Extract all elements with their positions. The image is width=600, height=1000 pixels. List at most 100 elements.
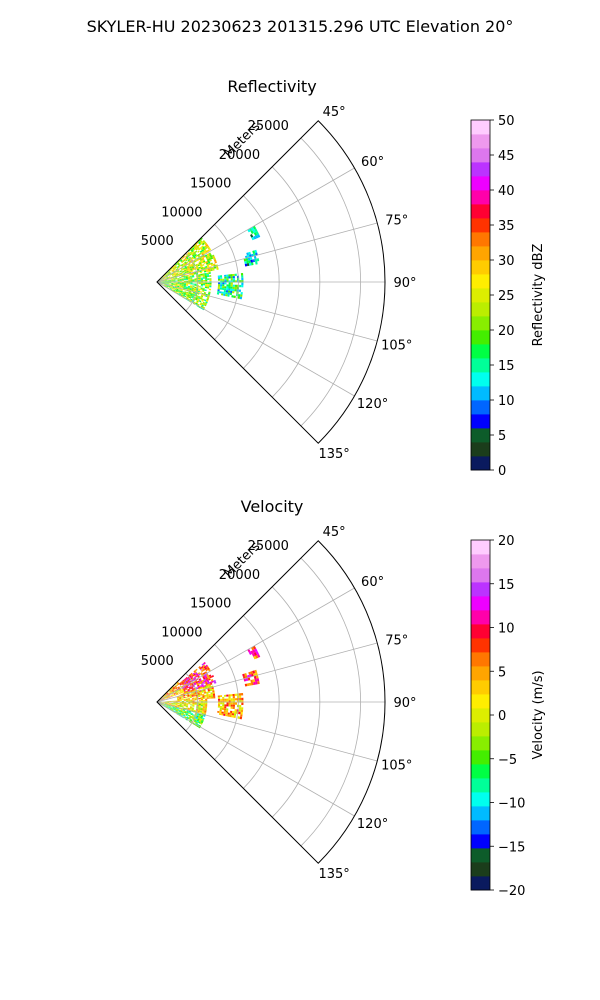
echo-cell [241, 707, 244, 710]
echo-cell [190, 699, 193, 701]
echo-cell [200, 683, 204, 686]
echo-field [158, 645, 261, 729]
echo-cell [223, 711, 226, 715]
colorbar-swatch [471, 722, 490, 737]
sector-outline [156, 540, 386, 864]
echo-cell [171, 703, 174, 705]
echo-cell [188, 282, 191, 284]
echo-cell [178, 709, 181, 712]
echo-cell [163, 275, 166, 278]
echo-cell [189, 295, 192, 297]
echo-cell [167, 694, 170, 696]
echo-cell [170, 286, 173, 288]
echo-cell [201, 679, 205, 682]
echo-cell [206, 273, 210, 276]
echo-cell [177, 705, 180, 707]
echo-cell [177, 291, 180, 294]
colorbar-swatch [471, 848, 490, 863]
echo-cell [173, 703, 176, 704]
echo-cell [185, 255, 188, 258]
echo-cell [189, 695, 192, 698]
echo-cell [199, 257, 202, 260]
echo-cell [179, 711, 182, 714]
echo-cell [166, 279, 170, 281]
echo-cell [190, 718, 193, 721]
echo-cell [204, 250, 208, 254]
colorbar-tick-label: 35 [498, 219, 515, 234]
echo-cell [163, 275, 165, 278]
echo-cell [198, 295, 201, 298]
echo-cell [237, 716, 241, 719]
echo-cell [201, 252, 204, 256]
echo-cell [223, 291, 226, 295]
echo-cell [198, 695, 201, 698]
echo-cell [180, 289, 183, 291]
colorbar-swatch [471, 330, 490, 345]
echo-cell [169, 708, 172, 710]
echo-cell [191, 266, 195, 269]
echo-cell [186, 681, 189, 684]
echo-cell [179, 278, 182, 280]
echo-cell [183, 713, 186, 716]
echo-cell [165, 695, 168, 697]
echo-cell [175, 690, 178, 693]
echo-cell [187, 274, 190, 276]
echo-cell [183, 703, 187, 705]
echo-cell [173, 280, 176, 282]
echo-cell [191, 695, 194, 697]
colorbar-swatch [471, 232, 490, 247]
echo-cell [196, 719, 200, 722]
echo-cell [160, 703, 163, 705]
echo-cell [226, 698, 229, 701]
echo-cell [192, 722, 196, 726]
echo-cell [181, 280, 185, 281]
echo-cell [186, 270, 189, 272]
echo-cell [164, 704, 167, 706]
echo-cell [201, 249, 205, 252]
echo-region [158, 698, 208, 715]
echo-cell [188, 699, 191, 701]
echo-cell [183, 714, 186, 717]
echo-cell [197, 675, 200, 678]
echo-cell [182, 711, 185, 713]
echo-cell [175, 270, 178, 273]
echo-cell [179, 698, 182, 700]
echo-cell [164, 693, 167, 696]
echo-cell [171, 280, 174, 282]
echo-cell [169, 280, 172, 282]
colorbar-swatch [471, 806, 490, 821]
echo-cell [171, 689, 174, 691]
echo-cell [198, 715, 202, 717]
echo-cell [190, 248, 193, 252]
echo-cell [209, 285, 212, 288]
echo-cell [186, 296, 189, 299]
echo-cell [185, 691, 189, 693]
echo-cell [248, 260, 251, 264]
echo-cell [181, 700, 185, 702]
echo-cell [196, 720, 199, 723]
echo-cell [202, 255, 206, 258]
echo-cell [188, 279, 191, 281]
echo-cell [179, 293, 182, 295]
echo-cell [189, 676, 193, 679]
echo-cell [203, 303, 207, 307]
echo-cell [185, 694, 188, 697]
echo-cell [195, 721, 199, 724]
echo-cell [171, 284, 174, 286]
echo-cell [219, 291, 222, 294]
azimuth-spoke [156, 587, 355, 703]
echo-cell [162, 283, 165, 284]
echo-cell [202, 703, 206, 706]
echo-cell [168, 272, 171, 275]
echo-cell [204, 708, 207, 710]
echo-cell [202, 275, 205, 278]
echo-cell [196, 682, 199, 685]
echo-cell [184, 679, 187, 682]
echo-cell [171, 702, 174, 704]
echo-cell [172, 287, 175, 289]
echo-cell [197, 694, 201, 696]
echo-cell [186, 257, 189, 260]
echo-cell [199, 297, 203, 300]
echo-cell [177, 283, 180, 285]
echo-cell [192, 280, 195, 282]
